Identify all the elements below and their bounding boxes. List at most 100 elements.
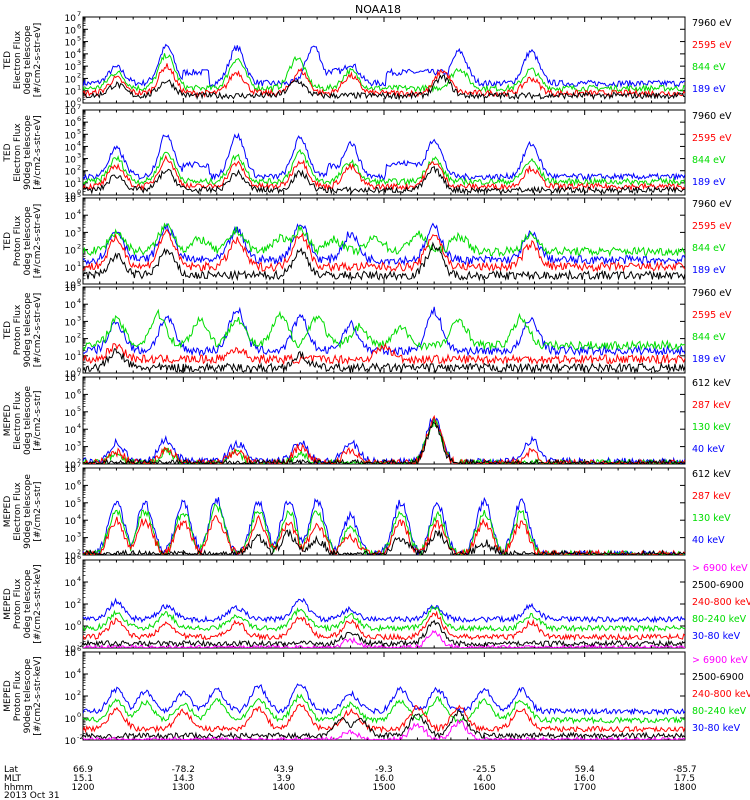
y-tick-exponent: 3 — [77, 440, 81, 448]
series-line — [83, 222, 685, 258]
x-tick-label: 17.5 — [675, 774, 695, 784]
legend-label: 189 eV — [692, 354, 726, 365]
legend-label: 40 keV — [692, 535, 725, 546]
x-tick-label: 3.9 — [277, 774, 292, 784]
y-tick-label: 10 — [65, 168, 77, 178]
legend-label: 612 keV — [692, 378, 731, 389]
x-row-label: Lat — [4, 765, 19, 775]
y-tick-label: 10 — [65, 119, 77, 129]
y-tick-exponent: 4 — [77, 667, 81, 675]
y-tick-exponent: 2 — [77, 689, 81, 697]
y-tick-exponent: 0 — [77, 188, 81, 196]
legend-label: 2500-6900 — [692, 580, 744, 591]
series-line — [83, 528, 685, 555]
series-line — [83, 342, 685, 366]
legend-label: 7960 eV — [692, 18, 732, 29]
legend-label: 2595 eV — [692, 133, 732, 144]
y-tick-label: 10 — [65, 444, 77, 454]
legend-label: 612 keV — [692, 469, 731, 480]
y-tick-exponent: 1 — [77, 349, 81, 357]
y-tick-exponent: -2 — [77, 641, 83, 649]
y-tick-exponent: 2 — [77, 332, 81, 340]
y-tick-label: 10 — [65, 281, 77, 291]
y-tick-label: 10 — [65, 336, 77, 346]
y-tick-label: 10 — [65, 426, 77, 436]
y-tick-label: 10 — [65, 715, 77, 725]
series-line — [83, 308, 685, 352]
y-tick-label: 10 — [65, 353, 77, 363]
y-axis-label: TED — [3, 321, 13, 340]
y-tick-exponent: 4 — [77, 575, 81, 583]
y-tick-label: 10 — [65, 557, 77, 567]
y-tick-label: 10 — [65, 212, 77, 222]
y-tick-exponent: 6 — [77, 645, 81, 653]
x-tick-label: 1300 — [172, 783, 195, 793]
y-tick-label: 10 — [65, 26, 77, 36]
series-line — [83, 619, 685, 648]
y-tick-label: 10 — [65, 195, 77, 205]
y-axis-label: 0deg telescope — [23, 25, 33, 95]
y-tick-exponent: 5 — [77, 191, 81, 199]
x-tick-label: -85.7 — [673, 765, 696, 775]
y-tick-label: 10 — [65, 39, 77, 49]
y-tick-label: 10 — [65, 75, 77, 85]
panel-frame — [82, 16, 686, 104]
y-tick-label: 10 — [65, 180, 77, 190]
y-tick-exponent: 2 — [77, 597, 81, 605]
legend-label: 240-800 keV — [692, 689, 750, 700]
y-axis-label: Electron Flux — [13, 30, 23, 89]
legend-label: 844 eV — [692, 62, 726, 73]
y-tick-label: 10 — [65, 374, 77, 384]
series-line — [83, 629, 685, 648]
legend-label: 2595 eV — [692, 221, 732, 232]
y-tick-label: 10 — [65, 51, 77, 61]
legend-label: 287 keV — [692, 491, 731, 502]
y-axis-label: Proton Flux — [13, 578, 23, 629]
series-line — [83, 74, 685, 101]
y-tick-label: 10 — [65, 465, 77, 475]
series-group — [83, 496, 685, 555]
y-tick-exponent: 3 — [77, 59, 81, 67]
y-axis-label: 0deg telescope — [23, 569, 33, 639]
y-tick-exponent: 5 — [77, 127, 81, 135]
series-line — [83, 415, 685, 464]
series-line — [83, 43, 685, 89]
series-line — [83, 418, 685, 464]
series-line — [83, 414, 685, 464]
y-axis-label: MEPED — [3, 405, 13, 437]
y-tick-exponent: 3 — [77, 225, 81, 233]
y-tick-exponent: 7 — [77, 370, 81, 378]
y-axis-label: [#/cm2-s-str-keV] — [33, 656, 43, 735]
series-group — [83, 132, 685, 195]
series-group — [83, 414, 685, 464]
panel-frame — [82, 559, 686, 649]
y-tick-exponent: 7 — [77, 10, 81, 18]
y-tick-label: 10 — [65, 301, 77, 311]
y-tick-exponent: 4 — [77, 208, 81, 216]
y-tick-label: 10 — [65, 14, 77, 24]
y-tick-label: 10 — [65, 671, 77, 681]
panel-frame — [82, 109, 686, 196]
x-tick-label: 59.4 — [575, 765, 595, 775]
series-line — [83, 703, 685, 734]
y-tick-label: 10 — [65, 88, 77, 98]
y-axis-label: MEPED — [3, 680, 13, 712]
y-tick-exponent: 4 — [77, 47, 81, 55]
y-axis-label: MEPED — [3, 496, 13, 528]
y-axis-label: MEPED — [3, 588, 13, 620]
y-tick-label: 10 — [65, 284, 77, 294]
y-tick-label: 10 — [65, 107, 77, 117]
x-tick-label: 1600 — [473, 783, 496, 793]
y-tick-exponent: 6 — [77, 553, 81, 561]
legend-label: 30-80 keV — [692, 723, 741, 734]
series-line — [83, 148, 685, 187]
y-tick-exponent: 1 — [77, 84, 81, 92]
y-axis-label: Electron Flux — [13, 482, 23, 541]
series-line — [83, 348, 685, 373]
y-tick-label: 10 — [65, 737, 77, 747]
